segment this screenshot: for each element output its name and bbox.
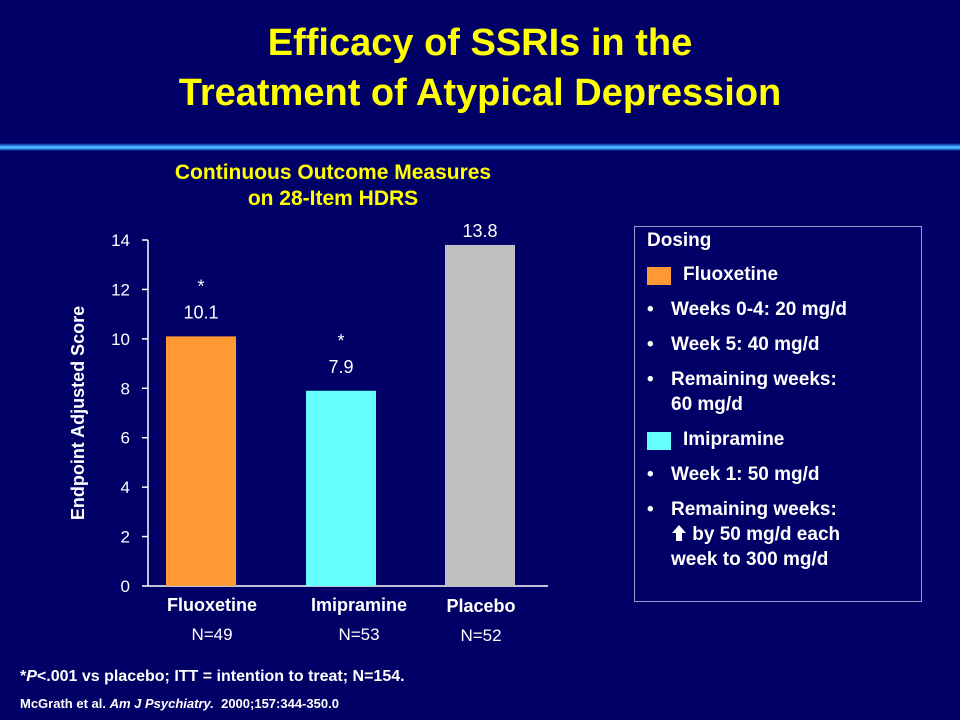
data-label: 7.9	[328, 357, 353, 377]
reference-citation: 2000;157:344-350.0	[213, 696, 339, 711]
reference: McGrath et al. Am J Psychiatry. 2000;157…	[20, 696, 339, 711]
slide-title-line2: Treatment of Atypical Depression	[178, 72, 782, 114]
y-tick-label: 10	[111, 330, 130, 349]
chart-title-line1: Continuous Outcome Measures	[174, 161, 492, 184]
imipramine-dose-max: week to 300 mg/d	[671, 549, 829, 570]
sample-size-label: N=49	[191, 625, 232, 644]
footnote-star: *	[20, 668, 27, 685]
fluoxetine-dose-1: Weeks 0-4: 20 mg/d	[671, 299, 848, 320]
y-tick-label: 2	[121, 528, 130, 547]
fluoxetine-dose-3: Remaining weeks:	[671, 369, 837, 390]
imipramine-dose-2-cont: by 50 mg/d each	[671, 523, 840, 547]
bullet: •	[647, 299, 654, 320]
reference-journal: Am J Psychiatry.	[109, 696, 214, 711]
dosing-legend: Dosing Fluoxetine • Weeks 0-4: 20 mg/d •…	[634, 226, 922, 602]
bar-imipramine	[306, 390, 376, 586]
imipramine-increment: by 50 mg/d each	[692, 524, 841, 545]
slide-title-line1: Efficacy of SSRIs in the	[267, 22, 693, 64]
bar-placebo	[445, 244, 515, 586]
title-divider	[0, 143, 960, 151]
reference-authors: McGrath et al.	[20, 696, 110, 711]
fluoxetine-dose-3-cont: 60 mg/d	[671, 394, 743, 415]
fluoxetine-label: Fluoxetine	[683, 264, 779, 285]
fluoxetine-dose-2: Week 5: 40 mg/d	[671, 334, 820, 355]
significance-marker: *	[197, 276, 204, 296]
y-tick-label: 8	[121, 379, 130, 398]
y-tick-label: 6	[121, 429, 130, 448]
y-axis-label: Endpoint Adjusted Score	[68, 306, 88, 520]
bullet: •	[647, 499, 654, 520]
y-tick-label: 0	[121, 577, 130, 596]
significance-marker: *	[337, 331, 344, 351]
y-tick-label: 14	[111, 231, 130, 250]
up-arrow-icon	[672, 525, 686, 541]
legend-heading: Dosing	[647, 230, 712, 251]
x-tick-label: Fluoxetine	[167, 595, 257, 615]
y-tick-label: 12	[111, 280, 130, 299]
slide-title: Efficacy of SSRIs in the Treatment of At…	[0, 18, 960, 118]
imipramine-label: Imipramine	[683, 429, 785, 450]
footnote-p: P	[26, 668, 37, 685]
footnote: *P<.001 vs placebo; ITT = intention to t…	[20, 668, 405, 686]
imipramine-swatch	[647, 432, 671, 450]
bar-fluoxetine	[166, 336, 236, 586]
sample-size-label: N=52	[460, 626, 501, 645]
data-label: 13.8	[462, 221, 497, 241]
bullet: •	[647, 334, 654, 355]
imipramine-dose-2: Remaining weeks:	[671, 499, 837, 520]
chart-title: Continuous Outcome Measures on 28-Item H…	[110, 160, 556, 212]
imipramine-dose-1: Week 1: 50 mg/d	[671, 464, 820, 485]
x-tick-label: Placebo	[446, 596, 515, 616]
bullet: •	[647, 464, 654, 485]
data-label: 10.1	[183, 302, 218, 322]
footnote-text: <.001 vs placebo; ITT = intention to tre…	[36, 668, 405, 685]
x-tick-label: Imipramine	[311, 595, 407, 615]
fluoxetine-swatch	[647, 267, 671, 285]
y-tick-label: 4	[121, 478, 130, 497]
bullet: •	[647, 369, 654, 390]
sample-size-label: N=53	[338, 625, 379, 644]
chart-title-line2: on 28-Item HDRS	[247, 187, 419, 210]
